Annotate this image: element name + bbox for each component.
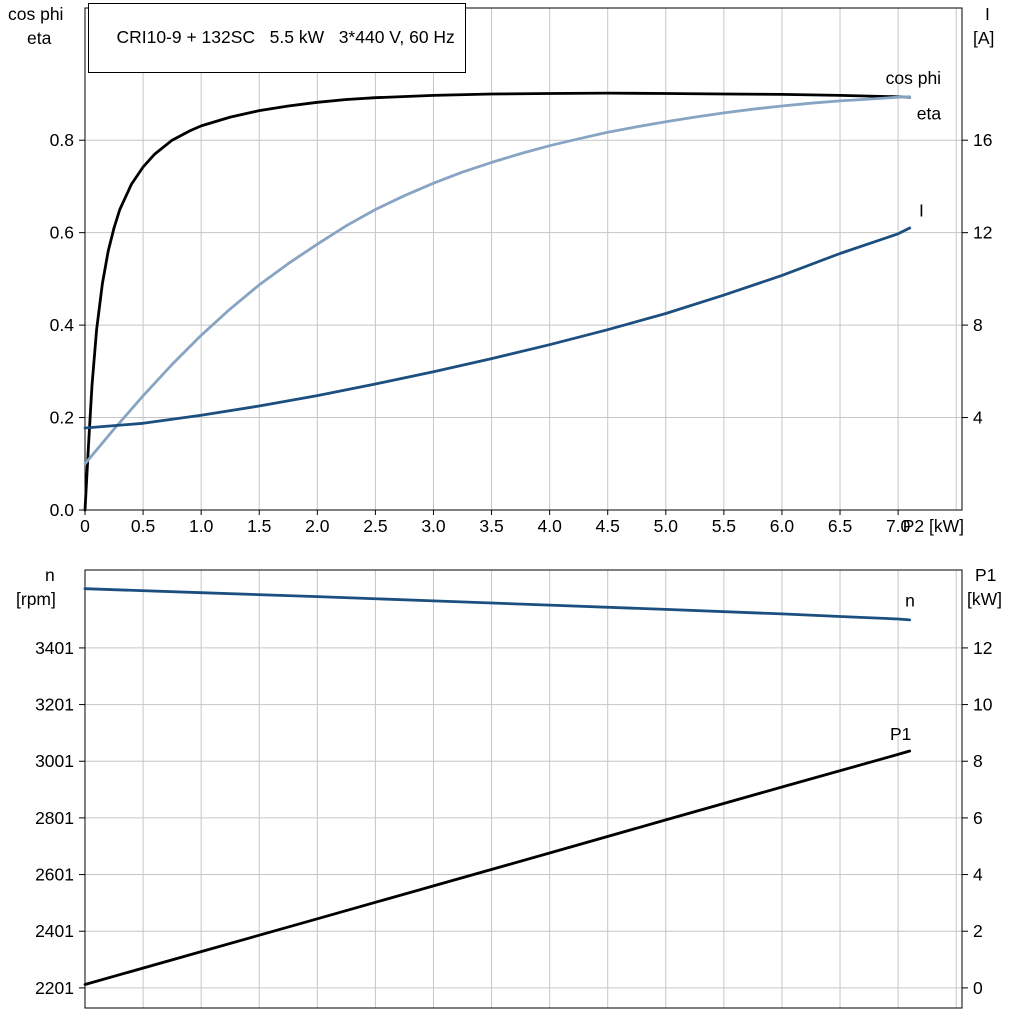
svg-text:0.6: 0.6 bbox=[50, 223, 74, 243]
svg-text:2401: 2401 bbox=[35, 921, 74, 941]
svg-text:0.0: 0.0 bbox=[50, 500, 75, 520]
svg-text:2: 2 bbox=[973, 921, 983, 941]
svg-text:P2 [kW]: P2 [kW] bbox=[903, 516, 964, 536]
bottom-right-axis-label-p1: P1 bbox=[975, 565, 997, 585]
svg-text:3.0: 3.0 bbox=[421, 516, 446, 536]
svg-text:n: n bbox=[905, 590, 915, 610]
svg-text:0.8: 0.8 bbox=[50, 130, 74, 150]
svg-text:5.0: 5.0 bbox=[654, 516, 679, 536]
svg-text:6.5: 6.5 bbox=[828, 516, 852, 536]
svg-text:6.0: 6.0 bbox=[770, 516, 795, 536]
svg-text:0: 0 bbox=[973, 978, 983, 998]
svg-text:12: 12 bbox=[973, 638, 992, 658]
svg-text:0: 0 bbox=[80, 516, 90, 536]
svg-text:3.5: 3.5 bbox=[479, 516, 503, 536]
svg-text:4: 4 bbox=[973, 865, 983, 885]
svg-text:4: 4 bbox=[973, 408, 983, 428]
svg-text:cos phi: cos phi bbox=[886, 68, 941, 88]
svg-text:2.0: 2.0 bbox=[305, 516, 330, 536]
bottom-right-axis-label-kw: [kW] bbox=[967, 589, 1002, 609]
chart-title: CRI10-9 + 132SC 5.5 kW 3*440 V, 60 Hz bbox=[116, 27, 455, 47]
svg-text:2801: 2801 bbox=[35, 808, 74, 828]
svg-text:0.5: 0.5 bbox=[131, 516, 155, 536]
svg-text:16: 16 bbox=[973, 130, 992, 150]
svg-text:1.5: 1.5 bbox=[247, 516, 271, 536]
svg-text:6: 6 bbox=[973, 808, 983, 828]
svg-text:P1: P1 bbox=[890, 724, 911, 744]
svg-text:eta: eta bbox=[917, 103, 942, 123]
svg-text:7.0: 7.0 bbox=[886, 516, 911, 536]
svg-text:8: 8 bbox=[973, 751, 983, 771]
svg-text:2201: 2201 bbox=[35, 978, 74, 998]
svg-text:3001: 3001 bbox=[35, 751, 74, 771]
top-right-axis-label-i: I bbox=[985, 4, 990, 24]
chart-title-box: CRI10-9 + 132SC 5.5 kW 3*440 V, 60 Hz bbox=[88, 3, 466, 73]
svg-text:4.0: 4.0 bbox=[537, 516, 562, 536]
svg-text:0.2: 0.2 bbox=[50, 408, 74, 428]
svg-text:1.0: 1.0 bbox=[189, 516, 214, 536]
svg-text:2601: 2601 bbox=[35, 865, 74, 885]
bottom-left-axis-label-rpm: [rpm] bbox=[16, 589, 56, 609]
top-right-axis-label-amp: [A] bbox=[973, 28, 995, 48]
svg-text:2.5: 2.5 bbox=[363, 516, 387, 536]
bottom-left-axis-label-n: n bbox=[45, 565, 55, 585]
svg-text:8: 8 bbox=[973, 315, 983, 335]
svg-text:10: 10 bbox=[973, 695, 993, 715]
svg-text:5.5: 5.5 bbox=[712, 516, 736, 536]
svg-text:4.5: 4.5 bbox=[596, 516, 620, 536]
svg-text:0.4: 0.4 bbox=[50, 315, 75, 335]
top-left-axis-label-cosphi: cos phi bbox=[8, 4, 64, 24]
svg-text:I: I bbox=[919, 200, 924, 220]
svg-text:3201: 3201 bbox=[35, 695, 74, 715]
svg-text:12: 12 bbox=[973, 223, 992, 243]
svg-text:3401: 3401 bbox=[35, 638, 74, 658]
top-left-axis-label-eta: eta bbox=[27, 28, 52, 48]
